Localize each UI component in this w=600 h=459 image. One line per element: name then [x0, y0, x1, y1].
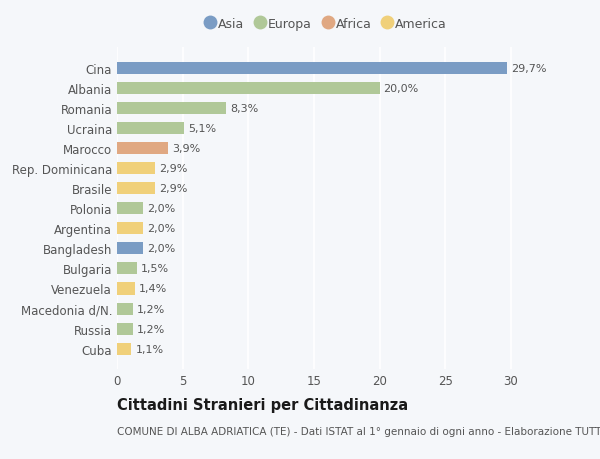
Text: 2,0%: 2,0%	[147, 224, 175, 234]
Bar	[117, 103, 226, 115]
Text: 1,2%: 1,2%	[137, 324, 165, 334]
Bar	[117, 123, 184, 135]
Text: 2,0%: 2,0%	[147, 204, 175, 214]
Text: COMUNE DI ALBA ADRIATICA (TE) - Dati ISTAT al 1° gennaio di ogni anno - Elaboraz: COMUNE DI ALBA ADRIATICA (TE) - Dati IST…	[117, 426, 600, 436]
Text: 1,1%: 1,1%	[136, 344, 163, 354]
Text: 2,9%: 2,9%	[159, 164, 187, 174]
Bar	[117, 243, 143, 255]
Legend: Asia, Europa, Africa, America: Asia, Europa, Africa, America	[202, 13, 452, 36]
Text: Cittadini Stranieri per Cittadinanza: Cittadini Stranieri per Cittadinanza	[117, 397, 408, 412]
Bar	[117, 63, 507, 75]
Text: 2,9%: 2,9%	[159, 184, 187, 194]
Text: 5,1%: 5,1%	[188, 124, 216, 134]
Bar	[117, 303, 133, 315]
Bar	[117, 223, 143, 235]
Text: 2,0%: 2,0%	[147, 244, 175, 254]
Bar	[117, 323, 133, 335]
Bar	[117, 283, 136, 295]
Text: 1,5%: 1,5%	[140, 264, 169, 274]
Text: 20,0%: 20,0%	[383, 84, 419, 94]
Text: 8,3%: 8,3%	[230, 104, 258, 114]
Text: 3,9%: 3,9%	[172, 144, 200, 154]
Text: 1,2%: 1,2%	[137, 304, 165, 314]
Bar	[117, 263, 137, 275]
Bar	[117, 83, 380, 95]
Bar	[117, 343, 131, 355]
Text: 1,4%: 1,4%	[139, 284, 167, 294]
Bar	[117, 143, 168, 155]
Bar	[117, 203, 143, 215]
Bar	[117, 183, 155, 195]
Bar	[117, 163, 155, 175]
Text: 29,7%: 29,7%	[511, 64, 546, 74]
